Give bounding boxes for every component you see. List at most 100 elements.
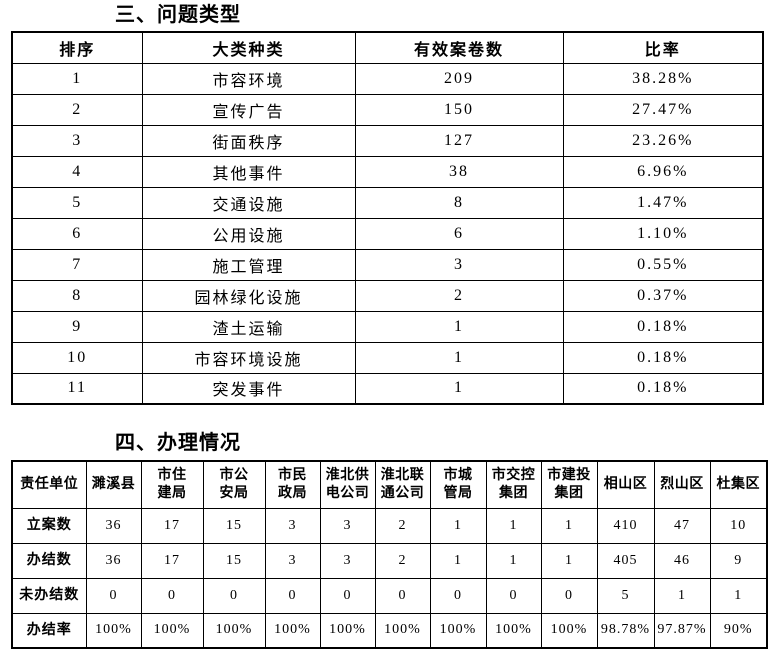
table-cell: 100% [140,612,204,649]
table-row: 7 施工管理 3 0.55% [11,248,764,281]
table-cell: 其他事件 [141,155,356,188]
table-cell: 15 [202,507,266,544]
table-cell: 0 [264,577,321,614]
table-cell: 4 [11,155,143,188]
table-cell: 1 [354,310,564,343]
table-cell: 27.47% [562,93,764,126]
table-cell: 1 [354,372,564,405]
table-cell: 0 [202,577,266,614]
table-row: 6 公用设施 6 1.10% [11,217,764,250]
table-cell: 2 [354,279,564,312]
table-cell: 9 [709,542,768,579]
column-header: 市公安局 [202,460,266,509]
table-cell: 100% [319,612,376,649]
handling-status-table: 责任单位 濉溪县 市住建局 市公安局 市民政局 淮北供电公司 淮北联通公司 市城管局 市交控集团… [11,460,768,649]
column-header: 比率 [562,31,764,64]
table-cell: 5 [596,577,655,614]
column-header: 杜集区 [709,460,768,509]
table-row: 未办结数 0 0 0 0 0 0 0 0 0 5 1 1 [11,577,768,614]
table-cell: 100% [540,612,598,649]
table-cell: 交通设施 [141,186,356,219]
table-cell: 3 [354,248,564,281]
table-cell: 10 [709,507,768,544]
column-header: 淮北联通公司 [374,460,431,509]
table-cell: 0.18% [562,372,764,405]
table-cell: 0.37% [562,279,764,312]
table-row: 4 其他事件 38 6.96% [11,155,764,188]
table-cell: 1 [540,542,598,579]
table-cell: 市容环境 [141,62,356,95]
table-cell: 3 [11,124,143,157]
table-cell: 100% [264,612,321,649]
table-cell: 100% [374,612,431,649]
column-header: 市住建局 [140,460,204,509]
corner-header: 责任单位 [11,460,87,509]
table-row: 立案数 36 17 15 3 3 2 1 1 1 410 47 10 [11,507,768,544]
table-row: 1 市容环境 209 38.28% [11,62,764,95]
table-cell: 1.47% [562,186,764,219]
table-cell: 0 [429,577,487,614]
table-cell: 23.26% [562,124,764,157]
table-cell: 0.18% [562,310,764,343]
table-cell: 突发事件 [141,372,356,405]
table-cell: 3 [319,542,376,579]
table-cell: 3 [264,542,321,579]
row-header: 立案数 [11,507,87,544]
table-cell: 0 [374,577,431,614]
table-cell: 1 [485,542,542,579]
table-cell: 0 [540,577,598,614]
table-cell: 0 [140,577,204,614]
table-cell: 100% [85,612,142,649]
table-cell: 6.96% [562,155,764,188]
problem-type-header-row: 排序 大类种类 有效案卷数 比率 [11,31,764,64]
table-cell: 6 [11,217,143,250]
table-cell: 100% [429,612,487,649]
table-cell: 150 [354,93,564,126]
column-header: 市交控集团 [485,460,542,509]
table-cell: 17 [140,542,204,579]
column-header: 淮北供电公司 [319,460,376,509]
table-cell: 98.78% [596,612,655,649]
table-cell: 1 [485,507,542,544]
table-cell: 97.87% [653,612,711,649]
table-cell: 0.18% [562,341,764,374]
table-cell: 405 [596,542,655,579]
table-cell: 0 [485,577,542,614]
table-cell: 36 [85,542,142,579]
table-row: 办结率 100% 100% 100% 100% 100% 100% 100% 100% 100% 9… [11,612,768,649]
table-cell: 5 [11,186,143,219]
table-cell: 0 [85,577,142,614]
table-cell: 施工管理 [141,248,356,281]
problem-type-table: 排序 大类种类 有效案卷数 比率 1 市容环境 209 38.28% 2 宣传广告 150 27.4… [11,31,764,405]
table-cell: 9 [11,310,143,343]
table-cell: 46 [653,542,711,579]
row-header: 未办结数 [11,577,87,614]
table-cell: 38 [354,155,564,188]
table-cell: 公用设施 [141,217,356,250]
table-cell: 2 [11,93,143,126]
table-row: 3 街面秩序 127 23.26% [11,124,764,157]
table-row: 10 市容环境设施 1 0.18% [11,341,764,374]
row-header: 办结数 [11,542,87,579]
table-cell: 3 [264,507,321,544]
column-header: 相山区 [596,460,655,509]
table-cell: 10 [11,341,143,374]
table-cell: 100% [202,612,266,649]
column-header: 市城管局 [429,460,487,509]
table-cell: 2 [374,507,431,544]
table-cell: 15 [202,542,266,579]
table-cell: 38.28% [562,62,764,95]
table-cell: 127 [354,124,564,157]
table-cell: 1 [429,542,487,579]
table-cell: 0 [319,577,376,614]
table-row: 2 宣传广告 150 27.47% [11,93,764,126]
table-cell: 410 [596,507,655,544]
table-cell: 11 [11,372,143,405]
table-cell: 市容环境设施 [141,341,356,374]
table-cell: 1.10% [562,217,764,250]
table-cell: 渣土运输 [141,310,356,343]
table-cell: 1 [540,507,598,544]
table-cell: 1 [354,341,564,374]
table-row: 8 园林绿化设施 2 0.37% [11,279,764,312]
